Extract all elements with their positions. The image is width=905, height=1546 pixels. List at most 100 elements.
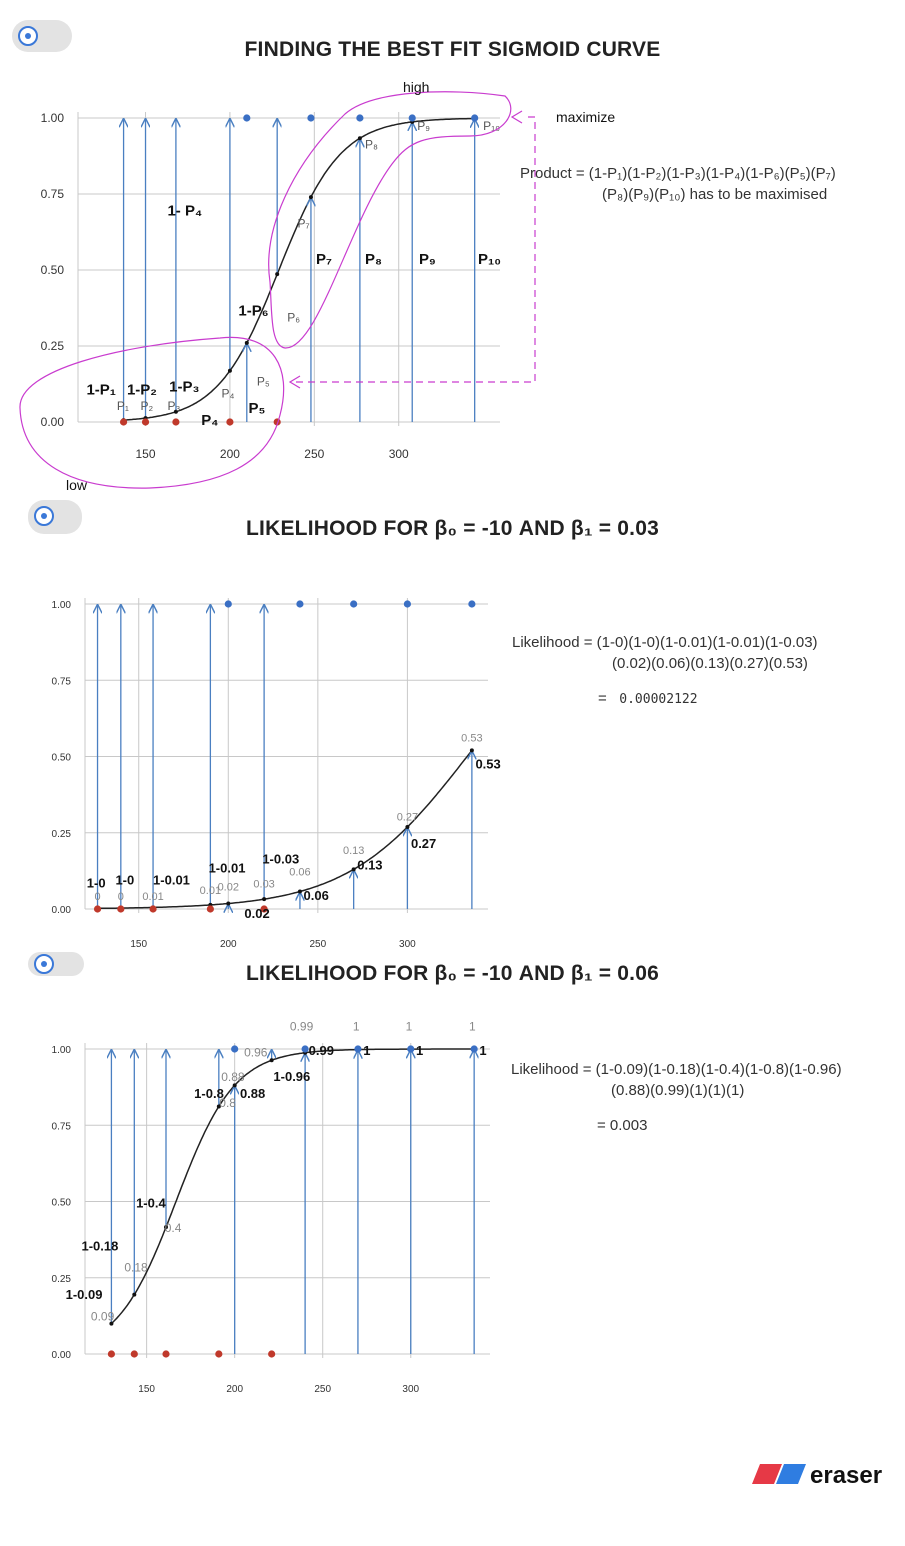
term-label: 0.53 xyxy=(475,757,500,772)
class0-point xyxy=(215,1350,223,1358)
term-label: 1-P₆ xyxy=(238,303,268,320)
prob-value-label: 0.53 xyxy=(461,732,482,744)
class0-point xyxy=(162,1350,170,1358)
prob-value-label: 0.13 xyxy=(343,845,364,857)
term-label: 1-0.09 xyxy=(66,1287,103,1302)
term-label: 0.06 xyxy=(304,888,329,903)
term-label: 0.99 xyxy=(309,1043,334,1058)
curve-point xyxy=(269,1058,274,1063)
sigmoid-fit-chart: 0.00 0.25 0.50 0.75 1.00 150 200 250 300 P₁ P₂ P₃ P₄… xyxy=(19,79,615,493)
prob-value-label: 0.27 xyxy=(397,812,418,824)
prob-label: P₆ xyxy=(287,311,300,325)
term-label: 1-0.01 xyxy=(153,873,190,888)
prob-label: P₂ xyxy=(140,399,153,413)
prob-label: P₇ xyxy=(297,216,309,230)
focus-icon xyxy=(34,954,54,974)
logo-text: eraser xyxy=(810,1462,882,1489)
likelihood1-equals: = xyxy=(598,690,607,707)
eraser-logo: eraser xyxy=(752,1460,897,1490)
view-toggle-1[interactable] xyxy=(12,20,72,52)
y-tick-label: 0.50 xyxy=(52,753,72,764)
term-label: 1-0.4 xyxy=(136,1196,166,1211)
likelihood-formula-1: Likelihood = (1-0)(1-0)(1-0.01)(1-0.01)(… xyxy=(512,632,818,710)
x-tick-label: 150 xyxy=(136,447,156,461)
low-group-outline xyxy=(19,336,285,489)
chart3-title: LIKELIHOOD FOR β₀ = -10 AND β₁ = 0.06 xyxy=(246,962,659,985)
prob-value-label: 0.96 xyxy=(244,1046,268,1060)
chart1-title: FINDING THE BEST FIT SIGMOID CURVE xyxy=(244,38,661,61)
curve-point xyxy=(132,1292,137,1297)
prob-value-label: 0.03 xyxy=(253,879,274,891)
class0-point xyxy=(93,905,102,913)
term-label: 1-0.01 xyxy=(209,860,246,875)
x-tick-label: 300 xyxy=(389,447,409,461)
class0-point xyxy=(119,418,128,426)
x-tick-label: 300 xyxy=(402,1384,419,1395)
prob-value-label: 1 xyxy=(353,1020,360,1034)
x-tick-label: 200 xyxy=(226,1384,243,1395)
curve-point xyxy=(308,195,313,200)
class0-point xyxy=(206,905,214,913)
sigmoid-curve xyxy=(123,117,475,421)
y-tick-label: 0.00 xyxy=(41,415,65,429)
x-tick-label: 150 xyxy=(138,1384,155,1395)
curve-point xyxy=(227,368,232,373)
prob-label: P₉ xyxy=(417,119,430,133)
curve-point xyxy=(275,272,280,277)
term-label: 0.02 xyxy=(244,906,269,921)
class1-point xyxy=(408,114,416,122)
term-label: 1-P₂ xyxy=(127,382,157,399)
prob-value-label: 1 xyxy=(406,1020,413,1034)
eraser-logo-mark: eraser xyxy=(752,1462,882,1489)
prob-value-label: 1 xyxy=(469,1020,476,1034)
class1-point xyxy=(350,600,358,608)
class1-point xyxy=(407,1045,415,1053)
maximize-label: maximize xyxy=(556,109,615,125)
term-label: 1-0.03 xyxy=(262,851,299,866)
term-label: 1-0 xyxy=(115,873,134,888)
prob-value-label: 0.8 xyxy=(219,1096,236,1110)
term-label: 0.27 xyxy=(411,836,436,851)
curve-point xyxy=(357,136,362,141)
x-tick-label: 200 xyxy=(220,939,237,950)
term-label: 1-0 xyxy=(87,876,106,891)
focus-icon xyxy=(18,26,38,46)
class1-point xyxy=(224,600,232,608)
class1-point xyxy=(301,1045,309,1053)
high-label: high xyxy=(403,79,429,95)
prob-label: P₄ xyxy=(221,387,234,401)
view-toggle-3[interactable] xyxy=(28,952,84,976)
prob-label: P₅ xyxy=(257,375,270,389)
prob-label: P₁₀ xyxy=(483,119,500,133)
curve-point xyxy=(469,748,474,753)
y-tick-label: 0.25 xyxy=(52,829,72,840)
term-label: 1-0.8 xyxy=(194,1086,224,1101)
prob-label: P₃ xyxy=(167,399,180,413)
prob-value-label: 0.01 xyxy=(142,891,163,903)
y-tick-label: 1.00 xyxy=(52,600,72,611)
dash-arrow-top xyxy=(510,110,523,124)
likelihood1-line1: Likelihood = (1-0)(1-0)(1-0.01)(1-0.01)(… xyxy=(512,634,818,651)
term-label: 1- P₄ xyxy=(167,202,202,219)
y-tick-label: 1.00 xyxy=(41,111,65,125)
dash-arrow-bottom xyxy=(288,375,301,389)
class0-point xyxy=(172,418,180,426)
class0-point xyxy=(107,1350,116,1358)
y-tick-label: 0.00 xyxy=(52,1350,72,1361)
likelihood-formula-2: Likelihood = (1-0.09)(1-0.18)(1-0.4)(1-0… xyxy=(511,1059,901,1136)
x-tick-label: 250 xyxy=(310,939,327,950)
class1-point xyxy=(354,1045,362,1053)
product-formula: Product = (1-P₁)(1-P₂)(1-P₃)(1-P₄)(1-P₆)… xyxy=(520,163,836,205)
x-tick-label: 250 xyxy=(314,1384,331,1395)
term-label: P₅ xyxy=(248,400,265,417)
term-label: 1 xyxy=(479,1043,486,1058)
maximize-dash-line xyxy=(296,116,536,383)
view-toggle-2[interactable] xyxy=(28,500,82,534)
likelihood-chart-006: 0.00 0.25 0.50 0.75 1.00 150 200 250 300 0.09 0.18… xyxy=(52,1020,490,1395)
prob-value-label: 0.4 xyxy=(165,1221,182,1235)
term-label: P₁₀ xyxy=(478,251,501,268)
curve-point xyxy=(351,867,356,872)
term-label: 0.88 xyxy=(240,1086,265,1101)
curve-point xyxy=(262,897,267,902)
y-tick-label: 1.00 xyxy=(52,1045,72,1056)
